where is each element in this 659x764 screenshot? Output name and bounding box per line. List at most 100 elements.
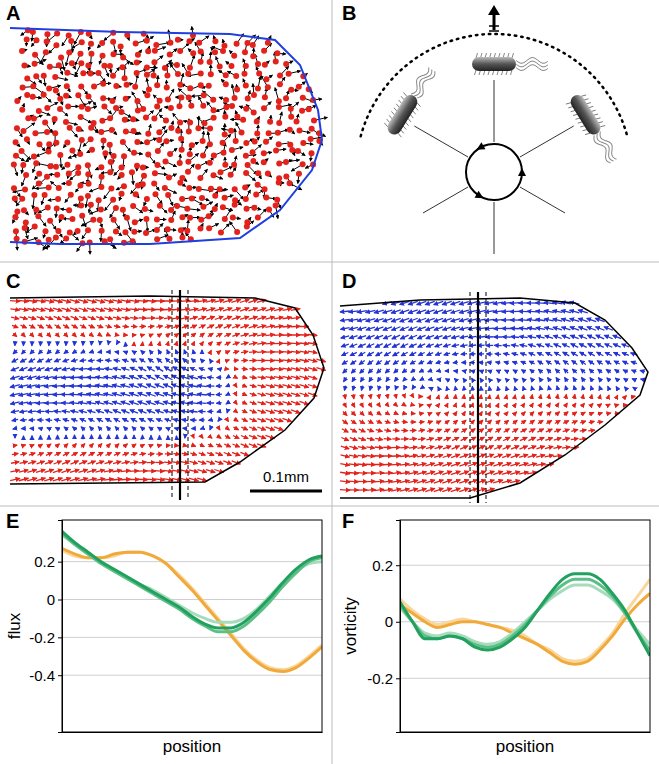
velocity-arrow <box>241 360 247 362</box>
velocity-arrow <box>351 369 355 373</box>
bacterium-dot <box>168 125 174 131</box>
velocity-arrow <box>392 327 401 330</box>
velocity-arrow <box>139 418 145 421</box>
velocity-arrow <box>122 462 130 464</box>
bacterium-dot <box>261 150 267 156</box>
velocity-arrow <box>343 411 347 415</box>
bacterium-dot <box>244 224 250 230</box>
velocity-arrow <box>19 478 29 481</box>
velocity-arrow <box>180 385 190 388</box>
velocity-arrow <box>80 325 86 328</box>
velocity-arrow <box>340 481 350 482</box>
bacterium-dot <box>113 229 119 235</box>
velocity-arrow <box>166 358 171 363</box>
velocity-arrow <box>401 344 408 348</box>
bacterium-dot <box>178 227 184 233</box>
bacterium-dot <box>152 48 158 54</box>
velocity-arrow <box>167 341 168 345</box>
bacterium-dot <box>78 60 84 66</box>
velocity-arrow <box>122 359 128 361</box>
bacterium-dot <box>229 103 235 109</box>
bacterium-dot <box>228 172 234 178</box>
bacterium-dot <box>187 65 193 71</box>
velocity-arrow <box>121 401 130 404</box>
bacterium-dot <box>300 95 306 101</box>
velocity-arrow <box>130 367 138 370</box>
velocity-arrow <box>174 358 179 363</box>
bacterium-dot <box>90 217 96 223</box>
velocity-arrow <box>340 472 350 473</box>
velocity-arrow <box>97 360 103 361</box>
velocity-arrow <box>402 413 406 414</box>
velocity-arrow <box>173 325 179 327</box>
velocity-arrow <box>61 394 71 395</box>
bacterium-dot <box>255 215 261 221</box>
bacterium-dot <box>198 59 204 65</box>
velocity-arrow <box>249 343 257 345</box>
velocity-arrow <box>133 435 134 439</box>
bacterium-dot <box>196 186 202 192</box>
bacterium-dot <box>120 64 126 70</box>
bacterium-dot <box>244 40 250 46</box>
bacterium-dot <box>36 141 42 147</box>
velocity-arrow <box>38 428 42 429</box>
bacterium-dot <box>253 192 259 198</box>
velocity-arrow <box>53 394 63 396</box>
velocity-arrow <box>37 359 43 362</box>
velocity-arrow <box>114 360 120 361</box>
bacterium-dot <box>154 217 160 223</box>
velocity-arrow <box>10 393 20 395</box>
velocity-arrow <box>173 419 180 421</box>
velocity-arrow <box>233 360 238 362</box>
bacterium-dot <box>262 62 268 68</box>
velocity-arrow <box>146 384 155 388</box>
velocity-arrow <box>28 368 36 371</box>
velocity-arrow <box>250 410 257 413</box>
bacterium-dot <box>134 60 140 66</box>
velocity-arrow <box>350 352 357 355</box>
velocity-arrow <box>257 334 266 336</box>
velocity-arrow <box>108 342 110 345</box>
bacterium-dot <box>163 118 169 124</box>
velocity-arrow <box>72 325 78 328</box>
velocity-arrow <box>164 367 171 372</box>
velocity-arrow <box>377 412 381 415</box>
velocity-arrow <box>64 427 68 430</box>
bacterium-dot <box>134 163 140 169</box>
velocity-arrow <box>291 326 300 328</box>
velocity-arrow <box>266 427 275 430</box>
velocity-arrow <box>282 343 291 344</box>
velocity-arrow <box>386 403 389 406</box>
bacterium-dot <box>234 86 240 92</box>
velocity-arrow <box>274 326 283 327</box>
velocity-arrow <box>266 410 275 413</box>
velocity-arrow <box>130 410 138 413</box>
velocity-arrow <box>167 350 169 355</box>
bacterium-dot <box>52 116 58 122</box>
radial-line <box>414 126 468 157</box>
bacterium-dot <box>261 159 267 165</box>
velocity-arrow <box>78 470 87 473</box>
velocity-arrow <box>19 385 29 387</box>
velocity-arrow <box>99 435 100 439</box>
velocity-arrow <box>70 377 79 379</box>
velocity-arrow <box>64 444 68 448</box>
bacterium-dot <box>107 63 113 69</box>
velocity-arrow <box>340 310 350 312</box>
bacterium-dot <box>32 224 38 230</box>
velocity-arrow <box>299 343 308 344</box>
bacterium-dot <box>300 161 306 167</box>
velocity-arrow <box>10 376 19 379</box>
velocity-arrow <box>265 360 274 362</box>
bacterium-dot <box>124 82 130 88</box>
velocity-arrow <box>90 334 94 337</box>
velocity-arrow <box>266 402 275 405</box>
bacterium-dot <box>223 81 229 87</box>
velocity-arrow <box>157 427 161 429</box>
bacterium-dot <box>167 151 173 157</box>
velocity-arrow <box>282 393 291 396</box>
panel-c <box>10 290 326 500</box>
velocity-arrow <box>308 368 317 371</box>
rotation-arrow <box>518 168 526 176</box>
velocity-arrow <box>99 342 101 345</box>
